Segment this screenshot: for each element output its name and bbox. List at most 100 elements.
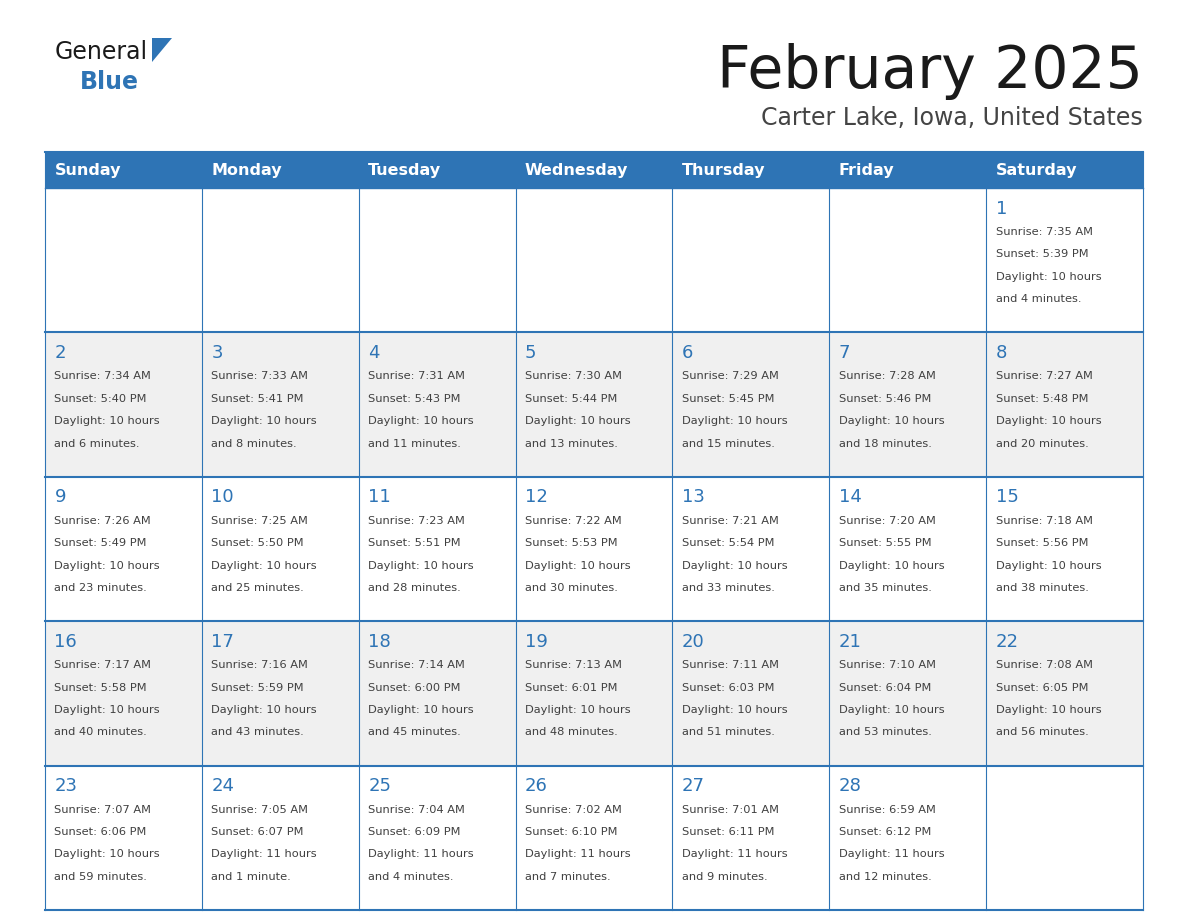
Text: Daylight: 10 hours: Daylight: 10 hours — [839, 561, 944, 571]
Polygon shape — [152, 38, 172, 62]
Text: Daylight: 11 hours: Daylight: 11 hours — [525, 849, 631, 859]
Text: Sunrise: 7:34 AM: Sunrise: 7:34 AM — [55, 372, 151, 381]
Text: Daylight: 10 hours: Daylight: 10 hours — [996, 705, 1101, 715]
Text: Daylight: 10 hours: Daylight: 10 hours — [368, 705, 474, 715]
Bar — [986, 476, 1143, 621]
Text: and 45 minutes.: and 45 minutes. — [368, 727, 461, 737]
Text: and 6 minutes.: and 6 minutes. — [55, 439, 140, 449]
Text: 19: 19 — [525, 633, 548, 651]
Text: Sunrise: 7:13 AM: Sunrise: 7:13 AM — [525, 660, 623, 670]
Text: Sunrise: 7:07 AM: Sunrise: 7:07 AM — [55, 804, 151, 814]
Bar — [986, 188, 1143, 332]
Text: Daylight: 10 hours: Daylight: 10 hours — [525, 705, 631, 715]
Text: and 1 minute.: and 1 minute. — [211, 872, 291, 881]
Text: Sunset: 6:00 PM: Sunset: 6:00 PM — [368, 683, 461, 692]
Text: Tuesday: Tuesday — [368, 162, 441, 177]
Text: Sunset: 6:07 PM: Sunset: 6:07 PM — [211, 827, 304, 837]
Bar — [516, 621, 672, 766]
Text: 18: 18 — [368, 633, 391, 651]
Text: 28: 28 — [839, 778, 861, 795]
Text: 21: 21 — [839, 633, 861, 651]
Text: Sunrise: 7:26 AM: Sunrise: 7:26 AM — [55, 516, 151, 526]
Text: and 12 minutes.: and 12 minutes. — [839, 872, 931, 881]
Text: 6: 6 — [682, 344, 694, 362]
Text: Sunrise: 7:31 AM: Sunrise: 7:31 AM — [368, 372, 466, 381]
Bar — [672, 621, 829, 766]
Text: 10: 10 — [211, 488, 234, 507]
Text: Sunrise: 7:16 AM: Sunrise: 7:16 AM — [211, 660, 308, 670]
Bar — [516, 766, 672, 910]
Text: and 7 minutes.: and 7 minutes. — [525, 872, 611, 881]
Text: Sunrise: 7:22 AM: Sunrise: 7:22 AM — [525, 516, 621, 526]
Text: 1: 1 — [996, 199, 1007, 218]
Text: Wednesday: Wednesday — [525, 162, 628, 177]
Text: and 8 minutes.: and 8 minutes. — [211, 439, 297, 449]
Text: Sunrise: 7:21 AM: Sunrise: 7:21 AM — [682, 516, 778, 526]
Bar — [359, 621, 516, 766]
Bar — [359, 188, 516, 332]
Text: 7: 7 — [839, 344, 851, 362]
Text: 8: 8 — [996, 344, 1007, 362]
Text: Daylight: 11 hours: Daylight: 11 hours — [211, 849, 317, 859]
Text: and 15 minutes.: and 15 minutes. — [682, 439, 775, 449]
Text: Carter Lake, Iowa, United States: Carter Lake, Iowa, United States — [762, 106, 1143, 130]
Text: Sunset: 6:11 PM: Sunset: 6:11 PM — [682, 827, 775, 837]
Text: and 40 minutes.: and 40 minutes. — [55, 727, 147, 737]
Text: 3: 3 — [211, 344, 223, 362]
Text: Daylight: 10 hours: Daylight: 10 hours — [55, 416, 160, 426]
Bar — [45, 621, 202, 766]
Bar — [986, 332, 1143, 476]
Text: February 2025: February 2025 — [718, 43, 1143, 100]
Text: 27: 27 — [682, 778, 704, 795]
Bar — [829, 476, 986, 621]
Text: 13: 13 — [682, 488, 704, 507]
Bar — [829, 188, 986, 332]
Text: and 51 minutes.: and 51 minutes. — [682, 727, 775, 737]
Text: Saturday: Saturday — [996, 162, 1078, 177]
Text: and 48 minutes.: and 48 minutes. — [525, 727, 618, 737]
Text: Sunrise: 7:18 AM: Sunrise: 7:18 AM — [996, 516, 1093, 526]
Text: 14: 14 — [839, 488, 861, 507]
Text: Sunset: 5:55 PM: Sunset: 5:55 PM — [839, 538, 931, 548]
Text: Sunrise: 7:35 AM: Sunrise: 7:35 AM — [996, 227, 1093, 237]
Text: Daylight: 10 hours: Daylight: 10 hours — [525, 561, 631, 571]
Text: and 38 minutes.: and 38 minutes. — [996, 583, 1088, 593]
Text: Sunrise: 7:01 AM: Sunrise: 7:01 AM — [682, 804, 779, 814]
Bar — [986, 621, 1143, 766]
Text: Daylight: 10 hours: Daylight: 10 hours — [996, 416, 1101, 426]
Text: Sunrise: 7:10 AM: Sunrise: 7:10 AM — [839, 660, 936, 670]
Bar — [672, 332, 829, 476]
Text: Sunset: 6:05 PM: Sunset: 6:05 PM — [996, 683, 1088, 692]
Text: Sunset: 5:40 PM: Sunset: 5:40 PM — [55, 394, 147, 404]
Text: Daylight: 10 hours: Daylight: 10 hours — [211, 416, 317, 426]
Bar — [516, 152, 672, 188]
Text: Daylight: 10 hours: Daylight: 10 hours — [211, 705, 317, 715]
Text: Sunset: 6:10 PM: Sunset: 6:10 PM — [525, 827, 618, 837]
Bar — [516, 332, 672, 476]
Text: Sunrise: 7:28 AM: Sunrise: 7:28 AM — [839, 372, 936, 381]
Text: Sunset: 5:43 PM: Sunset: 5:43 PM — [368, 394, 461, 404]
Text: 25: 25 — [368, 778, 391, 795]
Text: Sunset: 5:53 PM: Sunset: 5:53 PM — [525, 538, 618, 548]
Bar — [202, 152, 359, 188]
Bar — [829, 766, 986, 910]
Text: Daylight: 10 hours: Daylight: 10 hours — [996, 272, 1101, 282]
Text: and 20 minutes.: and 20 minutes. — [996, 439, 1088, 449]
Text: Daylight: 10 hours: Daylight: 10 hours — [55, 561, 160, 571]
Text: and 11 minutes.: and 11 minutes. — [368, 439, 461, 449]
Text: Friday: Friday — [839, 162, 895, 177]
Text: Sunrise: 7:23 AM: Sunrise: 7:23 AM — [368, 516, 465, 526]
Text: Sunset: 5:46 PM: Sunset: 5:46 PM — [839, 394, 931, 404]
Text: and 33 minutes.: and 33 minutes. — [682, 583, 775, 593]
Text: Sunrise: 7:29 AM: Sunrise: 7:29 AM — [682, 372, 778, 381]
Text: Blue: Blue — [80, 70, 139, 94]
Text: General: General — [55, 40, 148, 64]
Text: and 9 minutes.: and 9 minutes. — [682, 872, 767, 881]
Bar — [202, 621, 359, 766]
Text: Sunset: 5:58 PM: Sunset: 5:58 PM — [55, 683, 147, 692]
Text: 11: 11 — [368, 488, 391, 507]
Bar — [829, 332, 986, 476]
Text: Sunset: 5:51 PM: Sunset: 5:51 PM — [368, 538, 461, 548]
Bar — [45, 332, 202, 476]
Text: Daylight: 10 hours: Daylight: 10 hours — [368, 416, 474, 426]
